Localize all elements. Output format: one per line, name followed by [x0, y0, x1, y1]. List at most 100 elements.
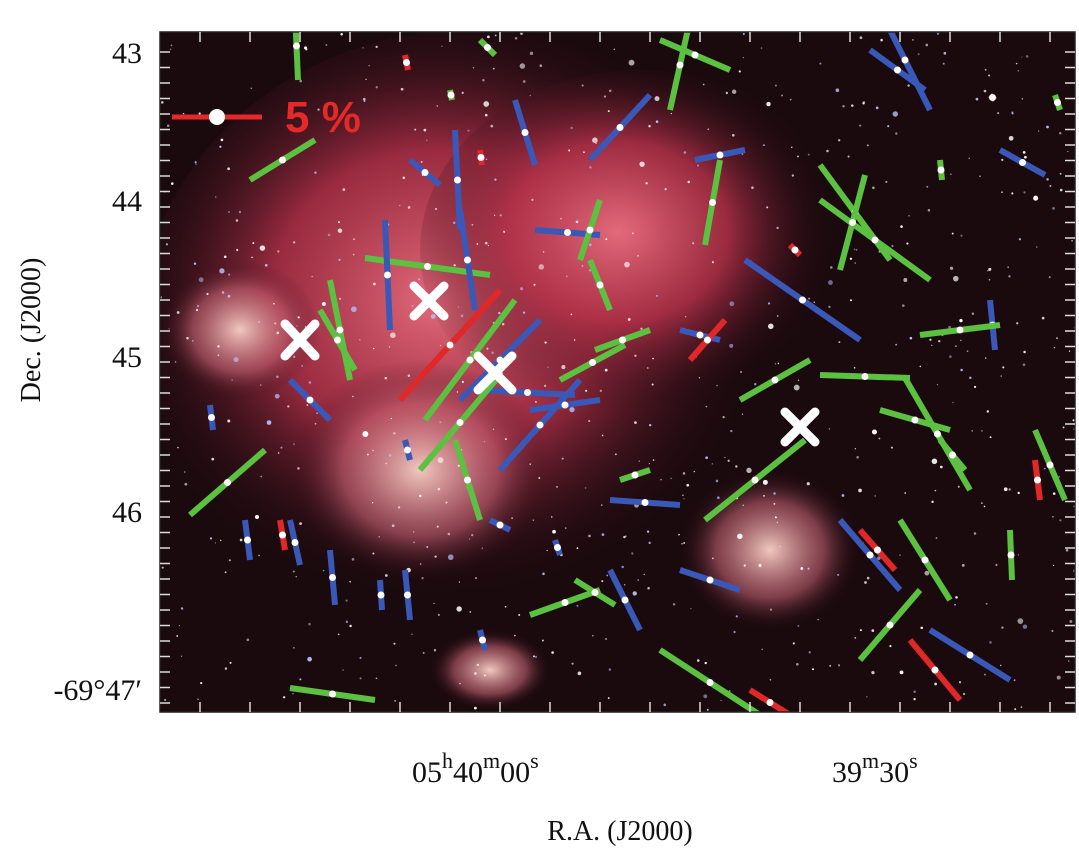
vector-center [496, 521, 504, 529]
star [235, 219, 239, 222]
star [682, 472, 686, 475]
star [292, 570, 295, 573]
star [362, 431, 369, 437]
vector-center [751, 476, 759, 484]
star [390, 417, 392, 420]
star [184, 471, 186, 473]
star [1069, 620, 1073, 624]
star [646, 366, 649, 369]
star [955, 345, 957, 347]
star [702, 83, 705, 86]
star [806, 482, 810, 486]
star [293, 646, 295, 649]
star [678, 533, 680, 536]
star [588, 269, 592, 272]
star [854, 262, 856, 264]
star [819, 62, 822, 65]
star [476, 243, 479, 245]
star [981, 430, 983, 432]
star [402, 176, 406, 180]
star [797, 155, 799, 158]
star [716, 384, 718, 387]
star [858, 488, 862, 493]
star [711, 463, 713, 465]
star [890, 446, 893, 449]
star [959, 318, 963, 323]
star [325, 44, 328, 47]
star [955, 596, 958, 599]
y-tick-label: 44 [112, 185, 142, 218]
vector-center [479, 636, 486, 644]
star [646, 530, 650, 533]
star [338, 297, 342, 300]
star [293, 355, 296, 358]
star [260, 475, 263, 478]
star [471, 533, 474, 537]
star [925, 43, 929, 47]
star [731, 89, 737, 94]
star [519, 63, 526, 69]
y-axis-label: Dec. (J2000) [16, 258, 47, 403]
star [712, 557, 714, 560]
star [999, 664, 1002, 667]
star [532, 519, 535, 521]
star [577, 671, 582, 676]
star [522, 311, 526, 314]
x-tick-label: 05h40m00s [412, 748, 539, 789]
star [800, 567, 804, 570]
star [828, 305, 831, 309]
star [1017, 70, 1020, 72]
star [989, 436, 992, 439]
star [219, 145, 222, 148]
x-tick-label: 39m30s [832, 748, 918, 789]
star [924, 570, 930, 576]
star [221, 291, 225, 294]
star [219, 539, 222, 542]
star [631, 552, 634, 555]
star [257, 320, 261, 323]
star [645, 182, 648, 185]
star [447, 554, 454, 561]
star [601, 580, 604, 583]
star [229, 661, 232, 664]
star [399, 204, 401, 207]
star [441, 45, 443, 47]
star [763, 144, 765, 147]
star [652, 459, 655, 461]
star [871, 670, 875, 675]
vector-center [934, 430, 941, 438]
star [795, 662, 799, 666]
vector-center [561, 599, 569, 606]
star [250, 87, 253, 90]
star [1068, 350, 1071, 352]
star [741, 413, 744, 415]
star [176, 311, 180, 314]
star [561, 365, 566, 370]
star [735, 465, 738, 468]
star [766, 206, 769, 209]
star [705, 456, 708, 460]
star [931, 500, 934, 504]
star [487, 35, 490, 39]
vector-center [591, 589, 599, 596]
star [467, 129, 470, 132]
star [437, 487, 441, 491]
star [317, 108, 320, 111]
star [874, 495, 876, 497]
star [600, 504, 603, 506]
star [648, 463, 650, 465]
star [1001, 191, 1003, 194]
star [1023, 191, 1026, 194]
star [776, 315, 779, 317]
star [1017, 491, 1020, 495]
star [529, 94, 532, 97]
vector-center [403, 59, 410, 66]
star [413, 541, 415, 543]
star [885, 180, 888, 183]
star [468, 538, 471, 540]
star [227, 294, 231, 298]
star [194, 161, 197, 164]
star [847, 155, 850, 158]
star [639, 161, 645, 167]
star [1001, 626, 1004, 629]
